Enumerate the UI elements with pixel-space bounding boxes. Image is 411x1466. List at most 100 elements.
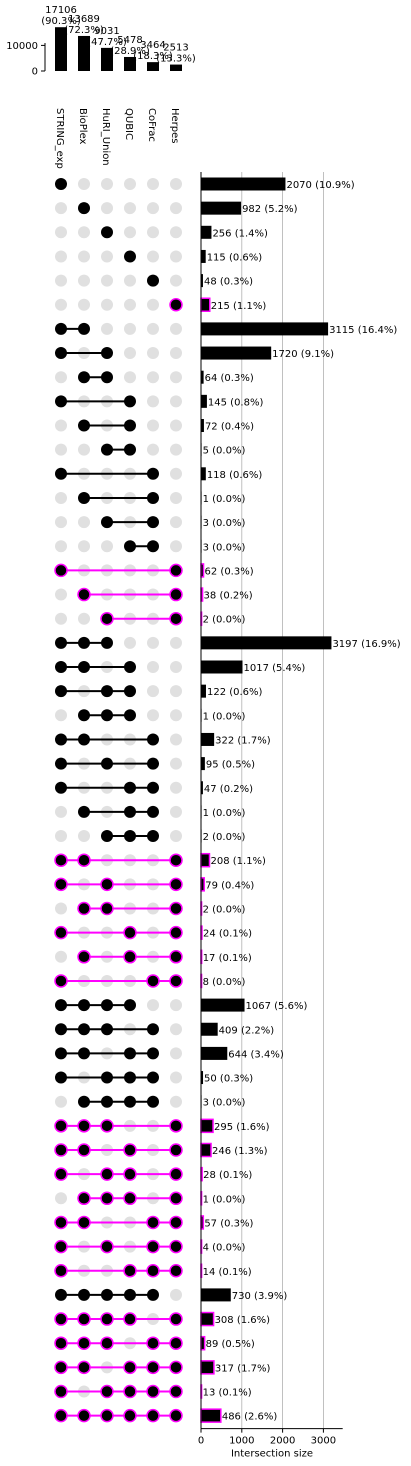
inactive-dot — [78, 226, 90, 239]
membership-dot — [55, 395, 67, 408]
membership-dot — [55, 636, 67, 649]
membership-dot — [123, 1264, 137, 1278]
membership-dot — [147, 733, 159, 746]
intersection-bar-label: 409 (2.2%) — [219, 1025, 275, 1036]
intersection-tick-label: 1000 — [229, 1436, 254, 1447]
membership-dot — [55, 1023, 67, 1036]
membership-dot — [101, 1288, 113, 1301]
intersection-bar-label: 14 (0.1%) — [203, 1267, 252, 1278]
inactive-dot — [55, 516, 67, 529]
membership-dot — [124, 443, 136, 456]
inactive-dot — [147, 636, 159, 649]
membership-dot — [100, 1384, 114, 1399]
set-size-bars: 17106 (90.3%)13689 (72.3%)9031 (47.7%)5478(… — [41, 5, 196, 71]
membership-dot — [78, 733, 90, 746]
membership-dot — [55, 347, 67, 360]
inactive-dot — [147, 661, 159, 673]
set-size-bar — [124, 56, 136, 71]
inactive-dot — [170, 1023, 182, 1036]
set-size-bar — [147, 62, 159, 71]
set-size-label: 17106 (90.3%) — [41, 5, 81, 27]
membership-dot — [78, 202, 90, 215]
membership-dot — [123, 1384, 137, 1399]
intersection-bar-label: 3197 (16.9%) — [332, 639, 400, 650]
inactive-dot — [147, 347, 159, 360]
membership-dot — [146, 1264, 160, 1278]
membership-dot — [124, 685, 136, 698]
inactive-dot — [55, 1095, 67, 1108]
membership-dot — [169, 1408, 183, 1423]
membership-dot — [147, 757, 159, 770]
membership-dot — [169, 1360, 183, 1375]
inactive-dot — [170, 685, 182, 698]
inactive-dot — [147, 322, 159, 335]
intersection-bar — [201, 177, 286, 191]
inactive-dot — [78, 516, 90, 529]
intersection-bar-label: 486 (2.6%) — [222, 1412, 278, 1423]
inactive-dot — [55, 419, 67, 432]
intersection-bar-label: 215 (1.1%) — [211, 301, 267, 312]
membership-dot — [100, 1191, 114, 1206]
membership-dot — [169, 877, 183, 892]
inactive-dot — [147, 298, 159, 311]
intersection-bar — [201, 1288, 231, 1302]
membership-dot — [77, 853, 91, 867]
intersection-bar-label: 118 (0.6%) — [207, 470, 263, 481]
intersection-bar-label: 38 (0.2%) — [204, 591, 253, 602]
membership-dot — [147, 467, 159, 480]
membership-dot — [78, 322, 90, 335]
membership-dot — [77, 1408, 91, 1423]
inactive-dot — [55, 443, 67, 456]
intersection-size-axis: 0 1000 2000 3000 Intersection size — [198, 172, 343, 1460]
membership-dot — [100, 611, 114, 626]
intersection-bar-label: 1067 (5.6%) — [246, 1001, 308, 1012]
membership-dot — [55, 757, 67, 770]
intersection-bar-label: 1 (0.0%) — [203, 711, 246, 722]
set-size-bar — [55, 27, 67, 71]
set-size-bar — [78, 35, 90, 71]
intersection-bar — [201, 394, 207, 408]
intersection-bar-label: 246 (1.3%) — [212, 1146, 268, 1157]
membership-dot — [146, 974, 160, 988]
membership-dot — [77, 1191, 91, 1206]
membership-dot — [100, 1239, 114, 1254]
intersection-bar — [200, 1335, 206, 1351]
membership-dot — [54, 925, 68, 940]
membership-dot — [78, 999, 90, 1012]
membership-dot — [169, 563, 183, 578]
inactive-dot — [170, 1071, 182, 1084]
intersection-bar — [201, 467, 206, 481]
membership-dot — [146, 1336, 160, 1350]
inactive-dot — [124, 347, 136, 360]
membership-dot — [101, 347, 113, 360]
membership-dot — [147, 1288, 159, 1301]
membership-dot — [55, 322, 67, 335]
membership-dot — [77, 587, 91, 602]
inactive-dot — [170, 178, 182, 190]
membership-dot — [54, 1408, 68, 1423]
inactive-dot — [55, 202, 67, 215]
membership-dot — [146, 1215, 160, 1230]
inactive-dot — [78, 274, 90, 287]
inactive-dot — [55, 588, 67, 601]
inactive-dot — [55, 491, 67, 504]
inactive-dot — [147, 250, 159, 263]
membership-dot — [54, 853, 68, 867]
intersection-bar — [201, 346, 272, 360]
set-size-tick-label: 10000 — [6, 41, 38, 52]
membership-dot — [78, 709, 90, 722]
membership-dot — [146, 1408, 160, 1423]
inactive-dot — [170, 1047, 182, 1060]
membership-dot — [55, 1071, 67, 1084]
membership-dot — [77, 1215, 91, 1230]
set-name-label: HuRI_Union — [100, 108, 111, 166]
membership-dot — [77, 901, 91, 916]
membership-dot — [78, 636, 90, 649]
intersection-bar-label: 2 (0.0%) — [203, 615, 246, 626]
inactive-dot — [55, 274, 67, 287]
membership-dot — [123, 1408, 137, 1423]
inactive-dot — [101, 298, 113, 311]
membership-dot — [78, 1095, 90, 1108]
membership-dot — [169, 587, 183, 602]
